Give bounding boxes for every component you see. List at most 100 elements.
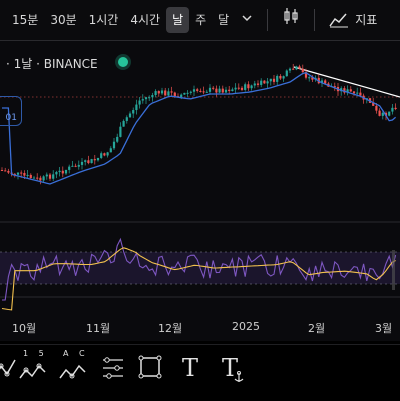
trend-line [293, 66, 400, 98]
candle-body [375, 105, 378, 111]
candle-body [324, 80, 327, 84]
candle-body [74, 165, 77, 167]
candle-body [212, 87, 215, 89]
timeframe-30m[interactable]: 30분 [50, 13, 77, 27]
candle-body [266, 81, 269, 84]
candle-body [288, 68, 292, 71]
candle-body [61, 170, 64, 174]
candle-body [170, 91, 173, 93]
candle-body [141, 99, 144, 101]
timeframe-1w[interactable]: 주 [195, 13, 207, 27]
price-chart[interactable] [0, 41, 400, 344]
candle-body [112, 141, 116, 149]
candle-body [340, 88, 343, 92]
x-axis-label: 2025 [232, 320, 260, 333]
candle-body [16, 172, 20, 175]
candle-body [308, 77, 311, 79]
candle-body [237, 87, 240, 89]
candle-body [256, 83, 260, 85]
candle-body [157, 91, 160, 94]
anchored-text-tool[interactable]: T [212, 352, 248, 384]
anchored-text-icon: T [221, 354, 238, 382]
candle-body [183, 92, 186, 95]
candle-body [52, 174, 55, 179]
candle-body [26, 174, 29, 176]
candle-body [29, 174, 32, 178]
candle-body [228, 89, 231, 92]
rsi-average-line [1, 247, 396, 311]
multipoint-icon [103, 357, 123, 379]
x-axis-label: 12월 [158, 322, 183, 335]
candle-body [282, 76, 285, 79]
candle-body [116, 136, 119, 142]
candle-body [71, 165, 74, 167]
xabcd-pattern-icon [59, 364, 86, 379]
candle-body [218, 88, 221, 93]
candle-body [39, 177, 42, 181]
candle-body [224, 89, 228, 93]
candle-body [55, 172, 58, 175]
multipoint-tool[interactable] [94, 352, 130, 384]
candle-body [23, 173, 26, 176]
chart-type-button[interactable] [276, 7, 306, 33]
timeframe-4h[interactable]: 4시간 [130, 13, 161, 27]
candle-body [346, 89, 349, 93]
candle-body [96, 157, 100, 161]
tool-mini-label: 1 5 [23, 349, 48, 358]
candle-body [58, 170, 61, 173]
candle-body [320, 80, 324, 84]
candle-body [32, 177, 36, 179]
candle-body [394, 107, 397, 110]
timeframe-15m[interactable]: 15분 [12, 13, 39, 27]
rsi-line [2, 237, 397, 301]
indicators-icon [329, 13, 349, 28]
rectangle-icon [138, 355, 162, 379]
indicators-button[interactable]: 지표 [323, 7, 383, 33]
candle-body [244, 84, 247, 90]
timeframe-dropdown[interactable] [235, 7, 259, 33]
candle-body [106, 152, 109, 156]
timeframe-1mo[interactable]: 달 [218, 13, 230, 27]
timeframe-1h[interactable]: 1시간 [88, 13, 119, 27]
candle-body [122, 120, 125, 127]
candle-body [272, 78, 276, 82]
tool-mini-label: A C [63, 349, 89, 358]
candle-body [64, 169, 68, 174]
text-icon: T [181, 354, 198, 382]
x-axis-label: 11월 [86, 322, 111, 335]
candle-body [173, 92, 176, 97]
candle-body [0, 170, 4, 171]
timeframe-1d[interactable]: 날 [166, 7, 190, 33]
candle-body [199, 90, 202, 92]
x-axis-label: 2월 [308, 322, 326, 335]
candle-body [80, 161, 84, 165]
candle-body [160, 90, 164, 94]
pattern-icon [19, 363, 46, 379]
candle-body [240, 87, 244, 90]
candle-body [250, 85, 253, 89]
price-label-tag[interactable]: 01 [0, 96, 22, 126]
candle-body [372, 102, 375, 106]
candle-body [333, 86, 336, 88]
drawing-toolbar [0, 344, 400, 401]
pattern-tool-a-c[interactable]: A C [54, 349, 90, 384]
candle-body [295, 66, 298, 70]
candle-body [138, 100, 141, 105]
candle-body [292, 68, 295, 70]
candle-body [20, 172, 23, 174]
candle-body [356, 92, 359, 94]
candle-body [352, 91, 356, 94]
candle-body [128, 113, 132, 118]
pattern-tool-1-5[interactable]: 1 5 [14, 349, 50, 384]
candle-body [90, 159, 93, 164]
candle-body [285, 70, 288, 77]
indicators-label: 지표 [355, 13, 378, 27]
candle-body [144, 97, 148, 100]
text-tool[interactable]: T [172, 352, 208, 384]
candle-body [167, 91, 170, 96]
candle-body [36, 177, 39, 179]
rectangle-tool[interactable] [132, 352, 168, 384]
abcd-pattern-tool[interactable] [0, 352, 24, 384]
chart-symbol-label[interactable]: · 1날 · BINANCE [6, 57, 98, 71]
chevron-down-icon [242, 15, 252, 22]
